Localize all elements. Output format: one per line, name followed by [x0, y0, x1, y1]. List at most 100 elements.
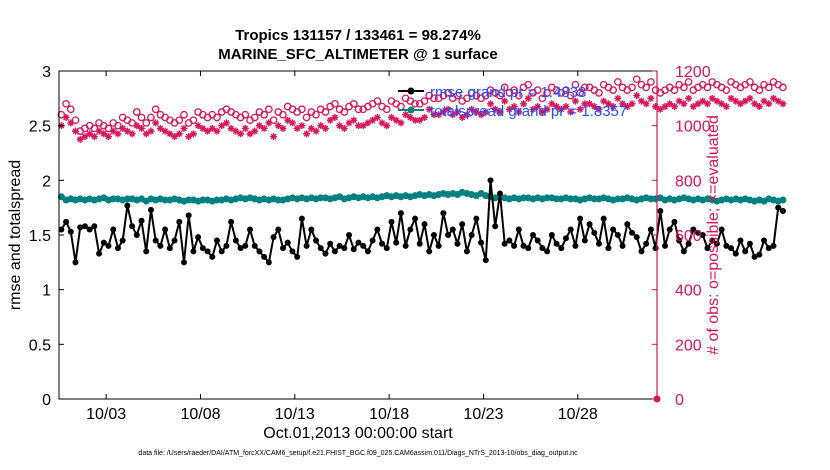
rmse-marker	[567, 226, 574, 233]
obs-possible-marker	[566, 91, 575, 100]
obs-possible-marker	[755, 86, 764, 94]
obs-evaluated-marker	[703, 100, 711, 108]
rmse-marker	[261, 253, 268, 260]
obs-possible-marker	[62, 99, 70, 108]
obs-evaluated-marker	[595, 105, 603, 113]
obs-possible-marker	[533, 86, 542, 94]
rmse-marker	[742, 248, 749, 255]
rmse-marker	[67, 228, 74, 235]
obs-evaluated-marker	[95, 127, 103, 135]
obs-possible-marker	[213, 113, 221, 122]
obs-evaluated-marker	[779, 100, 787, 108]
obs-evaluated-marker	[586, 100, 594, 108]
obs-evaluated-marker	[746, 94, 754, 102]
rmse-marker	[199, 245, 206, 252]
rmse-marker	[779, 207, 786, 214]
rmse-marker	[572, 242, 579, 249]
obs-possible-marker	[331, 99, 339, 108]
obs-evaluated-marker	[576, 105, 584, 113]
rmse-marker	[63, 218, 70, 225]
obs-evaluated-marker	[369, 116, 377, 124]
obs-possible-marker	[241, 110, 250, 119]
rmse-marker	[624, 221, 631, 228]
obs-evaluated-marker	[378, 119, 386, 127]
obs-possible-marker	[463, 94, 471, 103]
obs-evaluated-marker	[123, 127, 131, 135]
rmse-marker	[341, 245, 348, 252]
rmse-marker	[511, 242, 518, 249]
obs-evaluated-marker	[666, 100, 674, 108]
obs-zero-marker	[653, 395, 661, 403]
rmse-marker	[247, 226, 254, 233]
obs-evaluated-marker	[105, 133, 113, 141]
rmse-marker	[591, 229, 598, 236]
rmse-marker	[718, 226, 725, 233]
obs-evaluated-marker	[175, 130, 183, 138]
rmse-marker	[114, 245, 121, 252]
obs-evaluated-marker	[637, 97, 645, 105]
obs-possible-marker	[680, 83, 688, 92]
obs-possible-marker	[175, 116, 184, 125]
rmse-marker	[129, 223, 136, 230]
obs-evaluated-marker	[515, 108, 523, 116]
rmse-marker	[350, 246, 357, 253]
obs-evaluated-marker	[204, 127, 212, 135]
obs-evaluated-marker	[180, 124, 188, 132]
rmse-marker	[581, 237, 588, 244]
obs-evaluated-marker	[557, 105, 565, 113]
obs-evaluated-marker	[472, 108, 480, 116]
rmse-marker	[223, 242, 230, 249]
rmse-marker	[138, 217, 145, 224]
obs-evaluated-marker	[685, 94, 693, 102]
obs-evaluated-marker	[543, 105, 551, 113]
obs-possible-marker	[104, 124, 113, 133]
rmse-marker	[595, 240, 602, 247]
obs-evaluated-marker	[392, 116, 400, 124]
legend-swatch-marker	[407, 87, 415, 95]
obs-possible-marker	[265, 105, 273, 114]
obs-possible-marker	[609, 86, 617, 94]
rmse-marker	[435, 242, 442, 249]
obs-evaluated-marker	[548, 100, 556, 108]
rmse-marker	[761, 237, 768, 244]
obs-evaluated-marker	[628, 100, 636, 108]
obs-possible-marker	[250, 113, 259, 122]
rmse-marker	[482, 257, 489, 264]
obs-evaluated-marker	[321, 124, 329, 132]
rmse-marker	[58, 226, 65, 233]
rmse-marker	[690, 226, 697, 233]
rmse-marker	[209, 253, 216, 260]
obs-evaluated-marker	[241, 124, 249, 132]
obs-possible-marker	[260, 110, 268, 119]
obs-evaluated-marker	[274, 122, 282, 130]
obs-evaluated-marker	[458, 113, 466, 121]
obs-possible-marker	[279, 110, 287, 119]
rmse-marker	[322, 250, 329, 257]
rmse-marker	[765, 245, 772, 252]
rmse-marker	[237, 245, 244, 252]
obs-evaluated-marker	[109, 127, 117, 135]
obs-evaluated-marker	[119, 124, 127, 132]
rmse-marker	[713, 240, 720, 247]
obs-possible-marker	[142, 119, 151, 127]
rmse-marker	[643, 240, 650, 247]
obs-evaluated-marker	[359, 122, 367, 130]
obs-possible-marker	[189, 116, 198, 125]
obs-possible-marker	[269, 116, 278, 125]
rmse-marker	[190, 248, 197, 255]
rmse-marker	[81, 223, 88, 230]
rmse-marker	[487, 177, 494, 184]
rmse-marker	[756, 251, 763, 258]
obs-possible-marker	[180, 110, 188, 119]
obs-evaluated-marker	[312, 127, 320, 135]
obs-possible-marker	[628, 83, 636, 92]
rmse-marker	[232, 237, 239, 244]
obs-evaluated-marker	[397, 119, 405, 127]
obs-evaluated-marker	[652, 103, 660, 111]
obs-evaluated-marker	[416, 116, 424, 124]
obs-evaluated-marker	[189, 130, 197, 138]
rmse-marker	[709, 237, 716, 244]
y2-tick-label: 0	[675, 392, 684, 409]
rmse-marker	[605, 245, 612, 252]
